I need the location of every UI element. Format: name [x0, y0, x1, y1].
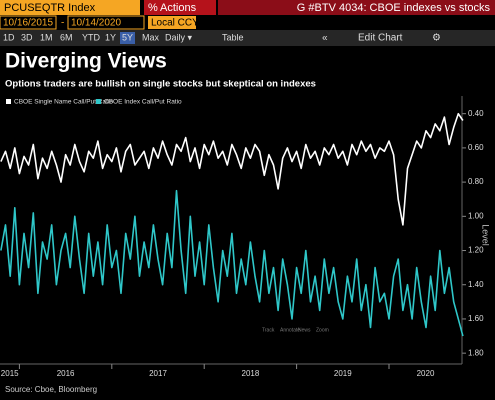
y-tick-label: 1.00 — [468, 211, 484, 220]
chart-subtitle: Options traders are bullish on single st… — [5, 79, 316, 90]
range-button[interactable]: 1Y — [105, 32, 116, 42]
series-line — [0, 112, 464, 226]
source: Source: Cboe, Bloomberg — [5, 385, 97, 394]
legend-swatch — [6, 99, 11, 104]
range-button[interactable]: 1D — [3, 32, 15, 42]
currency-field[interactable] — [148, 16, 196, 29]
y-tick-label: 1.40 — [468, 280, 484, 289]
x-tick-label: 2015 — [1, 369, 19, 378]
button-active — [120, 32, 135, 44]
legend-label: CBOE Index Call/Put Ratio — [104, 99, 182, 106]
x-tick-label: 2019 — [334, 369, 352, 378]
end-date: 10/14/2020 — [71, 18, 121, 29]
range-button[interactable]: YTD — [82, 32, 101, 42]
x-tick-label: 2016 — [57, 369, 75, 378]
actions-button[interactable] — [144, 0, 216, 15]
currency: Local CCY — [151, 18, 199, 29]
y-tick-label: 1.60 — [468, 314, 484, 323]
range-button[interactable]: 6M — [60, 32, 73, 42]
range-button[interactable]: Table — [222, 32, 244, 42]
chart-tool[interactable]: Track — [262, 327, 275, 333]
actions-label: Actions — [160, 2, 197, 14]
settings-icon[interactable]: ⚙ — [432, 33, 441, 44]
ticker-box[interactable] — [0, 0, 140, 15]
collapse-icon[interactable]: « — [322, 33, 328, 44]
range-button[interactable]: 5Y — [122, 32, 133, 42]
range-button[interactable]: 1M — [40, 32, 53, 42]
x-tick-label: 2020 — [417, 369, 435, 378]
chart-tool[interactable]: Zoom — [316, 327, 329, 333]
range-button[interactable]: 3D — [21, 32, 33, 42]
plot-area — [0, 96, 462, 364]
x-tick-label: 2017 — [149, 369, 167, 378]
edit-chart[interactable]: Edit Chart — [358, 33, 403, 44]
y-tick-label: 0.40 — [468, 109, 484, 118]
range-button[interactable]: Max — [142, 32, 160, 42]
ticker: PCUSEQTR Index — [4, 2, 96, 14]
y-tick-label: 1.20 — [468, 246, 484, 255]
range-button[interactable]: Daily ▾ — [165, 32, 193, 42]
title-bar — [218, 0, 495, 15]
legend-swatch — [96, 99, 101, 104]
date-sep: - — [61, 18, 64, 29]
y-tick-label: 1.80 — [468, 348, 484, 357]
x-tick-label: 2018 — [242, 369, 260, 378]
chart-tool[interactable]: News — [298, 327, 311, 333]
y-axis-label: Level — [481, 224, 491, 246]
end-date-field[interactable] — [67, 15, 145, 30]
window-title: G #BTV 4034: CBOE indexes vs stocks — [297, 2, 491, 14]
y-tick-label: 0.60 — [468, 143, 484, 152]
start-date-field[interactable] — [0, 15, 57, 30]
legend-label: CBOE Single Name Call/Put Ratio — [14, 99, 113, 106]
start-date: 10/16/2015 — [3, 18, 53, 29]
toolbar-bar — [0, 30, 495, 46]
y-tick-label: 0.80 — [468, 177, 484, 186]
chart-tool[interactable]: Annotate — [280, 327, 300, 333]
chart-title: Diverging Views — [5, 50, 167, 73]
series-line — [0, 189, 464, 337]
actions-icon: % — [148, 2, 158, 14]
